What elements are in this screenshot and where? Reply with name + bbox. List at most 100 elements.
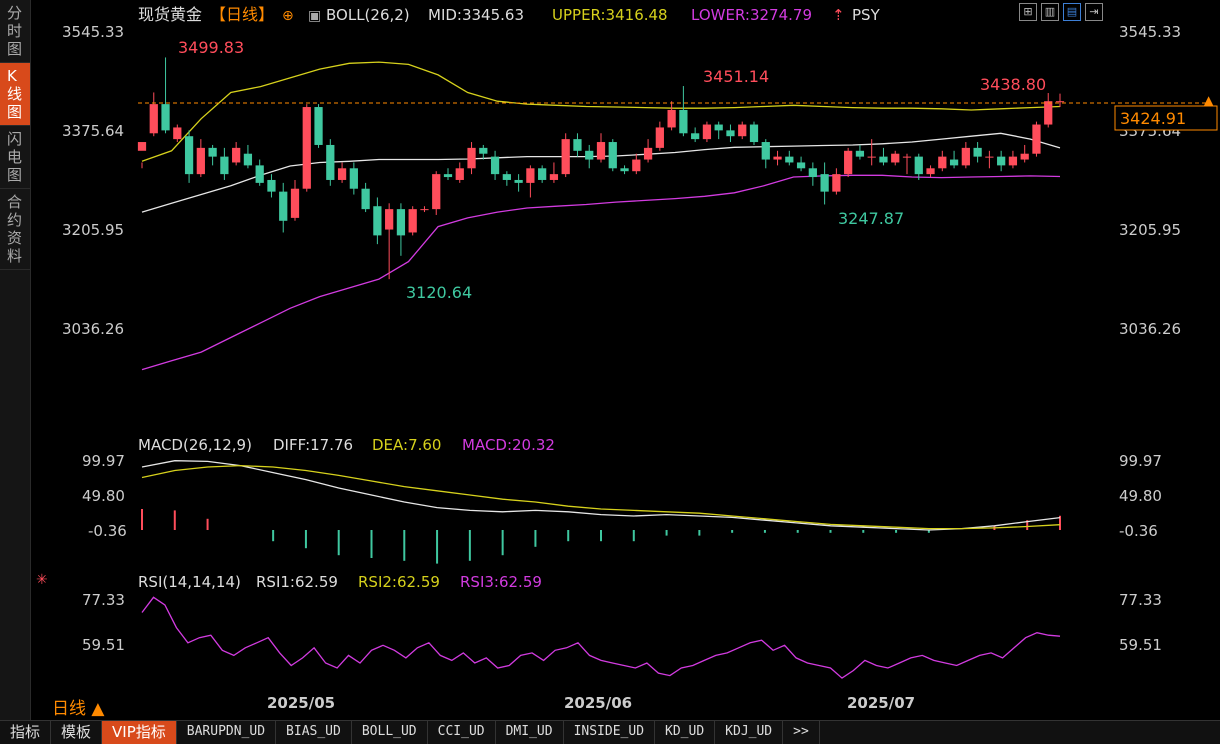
tab-vip-indicators[interactable]: VIP指标 bbox=[102, 721, 177, 744]
period-tag: 【日线】 bbox=[210, 5, 274, 24]
candle-body bbox=[620, 168, 629, 172]
sidebar-item-kline[interactable]: K线图 bbox=[0, 63, 30, 126]
candle-body bbox=[902, 156, 912, 158]
price-tick-left: 3205.95 bbox=[62, 221, 124, 239]
candle-body bbox=[949, 159, 959, 166]
sidebar-item-contract-info[interactable]: 合约资料 bbox=[0, 189, 30, 270]
rsi2-label: RSI2:62.59 bbox=[358, 573, 440, 591]
date-label: 2025/06 bbox=[564, 694, 632, 712]
tab-templates[interactable]: 模板 bbox=[51, 721, 103, 744]
candle-body bbox=[514, 179, 523, 183]
candle-body bbox=[785, 156, 794, 163]
candle-body bbox=[490, 156, 500, 175]
candle-body bbox=[749, 124, 759, 143]
chart-mode-icon[interactable]: ▤ bbox=[1063, 3, 1081, 21]
tab-more[interactable]: >> bbox=[783, 721, 820, 744]
candle-body bbox=[479, 147, 488, 154]
tab-dmi[interactable]: DMI_UD bbox=[496, 721, 564, 744]
sidebar-item-flash[interactable]: 闪电图 bbox=[0, 126, 30, 189]
settings-icon[interactable]: ⊕ bbox=[282, 8, 294, 24]
candle-body bbox=[643, 147, 653, 160]
tab-cci[interactable]: CCI_UD bbox=[428, 721, 496, 744]
candle-body bbox=[985, 156, 994, 158]
expand-icon[interactable]: ⊞ bbox=[1019, 3, 1037, 21]
macd-tick-right: -0.36 bbox=[1119, 522, 1158, 540]
candle-body bbox=[820, 174, 829, 192]
candle-body bbox=[349, 168, 358, 189]
high-annotation: 3438.80 bbox=[980, 75, 1046, 94]
candle-body bbox=[326, 144, 335, 180]
candle-body bbox=[808, 168, 817, 178]
candle-body bbox=[726, 130, 735, 137]
tab-barupdn[interactable]: BARUPDN_UD bbox=[177, 721, 277, 744]
candle-body bbox=[526, 168, 535, 183]
candle-body bbox=[573, 139, 582, 151]
macd-dea-line bbox=[141, 464, 1061, 530]
candle-body bbox=[667, 109, 676, 128]
candle-body bbox=[243, 153, 253, 166]
macd-diff-line bbox=[141, 460, 1061, 531]
exit-icon[interactable]: ⇥ bbox=[1085, 3, 1103, 21]
psy-label[interactable]: PSY bbox=[852, 6, 881, 24]
tab-indicators[interactable]: 指标 bbox=[0, 721, 52, 744]
candle-body bbox=[891, 153, 900, 163]
boll-upper-line bbox=[141, 61, 1061, 162]
price-tick-right: 3205.95 bbox=[1119, 221, 1181, 239]
candle-body bbox=[761, 142, 770, 160]
sidebar: 分时图 K线图 闪电图 合约资料 bbox=[0, 0, 31, 720]
tab-kdj[interactable]: KDJ_UD bbox=[715, 721, 784, 744]
candle-body bbox=[867, 156, 876, 158]
low-annotation: 3120.64 bbox=[406, 283, 472, 302]
price-tick-left: 3375.64 bbox=[62, 122, 124, 140]
high-annotation: 3499.83 bbox=[178, 38, 244, 57]
candle-body bbox=[926, 168, 935, 175]
price-tick-right: 3545.33 bbox=[1119, 23, 1181, 41]
macd-tick-left: -0.36 bbox=[88, 522, 127, 540]
candle-body bbox=[691, 133, 700, 140]
candle-body bbox=[184, 136, 194, 175]
tab-inside[interactable]: INSIDE_UD bbox=[564, 721, 656, 744]
candle-body bbox=[420, 209, 429, 211]
candle-body bbox=[290, 188, 300, 218]
chart-area[interactable]: 现货黄金 【日线】 ⊕ ▣ BOLL(26,2) MID:3345.63 UPP… bbox=[30, 0, 1220, 720]
candle-body bbox=[279, 191, 288, 221]
candle-body bbox=[173, 127, 182, 140]
period-button[interactable]: 日线 ▲ bbox=[52, 699, 105, 719]
arrow-up-icon: ⇡ bbox=[832, 6, 845, 24]
candle-body bbox=[196, 147, 205, 175]
price-tick-left: 3036.26 bbox=[62, 320, 124, 338]
high-annotation: 3451.14 bbox=[703, 67, 769, 86]
candle-body bbox=[549, 174, 559, 180]
layout-icon[interactable]: ▥ bbox=[1041, 3, 1059, 21]
candle-body bbox=[796, 162, 806, 169]
candle-body bbox=[855, 150, 865, 157]
candle-body bbox=[1008, 156, 1018, 166]
candle-body bbox=[137, 142, 147, 151]
last-price-value: 3424.91 bbox=[1120, 109, 1186, 128]
crosshair-icon[interactable]: ✳ bbox=[36, 572, 48, 588]
candle-body bbox=[161, 104, 170, 131]
candle-body bbox=[267, 179, 276, 192]
tab-boll[interactable]: BOLL_UD bbox=[352, 721, 428, 744]
macd-tick-left: 49.80 bbox=[82, 487, 125, 505]
rsi-tick-right: 59.51 bbox=[1119, 636, 1162, 654]
macd-tick-right: 99.97 bbox=[1119, 452, 1162, 470]
macd-tick-right: 49.80 bbox=[1119, 487, 1162, 505]
candle-body bbox=[961, 147, 970, 166]
boll-icon[interactable]: ▣ bbox=[308, 8, 321, 24]
boll-upper-label: UPPER:3416.48 bbox=[552, 6, 668, 24]
candle-body bbox=[679, 109, 688, 134]
tab-bias[interactable]: BIAS_UD bbox=[276, 721, 352, 744]
chart-toolbar: ⊞ ▥ ▤ ⇥ bbox=[1019, 3, 1103, 21]
tab-kd[interactable]: KD_UD bbox=[655, 721, 716, 744]
sidebar-item-timeshare[interactable]: 分时图 bbox=[0, 0, 30, 63]
rsi-tick-right: 77.33 bbox=[1119, 591, 1162, 609]
candle-body bbox=[432, 174, 441, 210]
candle-body bbox=[596, 142, 606, 160]
macd-value-label: MACD:20.32 bbox=[462, 436, 555, 454]
price-tick-left: 3545.33 bbox=[62, 23, 124, 41]
candle-body bbox=[467, 147, 476, 169]
candle-body bbox=[997, 156, 1006, 166]
symbol-title: 现货黄金 bbox=[138, 5, 202, 24]
boll-lower-label: LOWER:3274.79 bbox=[691, 6, 812, 24]
